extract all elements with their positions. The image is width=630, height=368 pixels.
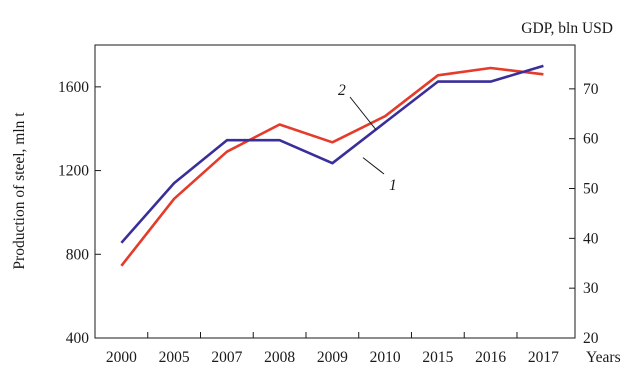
left-tick-label: 800 bbox=[66, 246, 90, 263]
series-1-callout: 1 bbox=[389, 177, 397, 194]
left-tick-label: 1600 bbox=[58, 79, 89, 96]
y2-axis-label: GDP, bln USD bbox=[521, 20, 613, 37]
series-group bbox=[120, 64, 544, 267]
series-1-line bbox=[120, 64, 544, 244]
right-tick-label: 40 bbox=[583, 230, 599, 247]
x-tick-label: 2016 bbox=[475, 349, 506, 366]
right-tick-label: 70 bbox=[583, 81, 599, 98]
x-axis-label: Years bbox=[586, 349, 621, 366]
series-1-leader bbox=[362, 157, 385, 175]
x-tick-label: 2010 bbox=[370, 349, 401, 366]
series-2-line bbox=[120, 66, 544, 267]
series-callouts: 12 bbox=[338, 82, 397, 194]
y-axis-label: Production of steel, mln t bbox=[11, 112, 28, 270]
left-tick-label: 1200 bbox=[58, 163, 89, 180]
x-tick-label: 2005 bbox=[159, 349, 190, 366]
right-tick-label: 60 bbox=[583, 131, 599, 148]
x-tick-label: 2017 bbox=[528, 349, 559, 366]
right-tick-label: 50 bbox=[583, 181, 599, 198]
right-tick-label: 30 bbox=[583, 280, 599, 297]
right-axis: 20 30 40 50 60 70 bbox=[569, 81, 599, 347]
x-tick-label: 2008 bbox=[264, 349, 295, 366]
series-2-callout: 2 bbox=[338, 82, 346, 99]
plot-frame bbox=[94, 44, 576, 339]
x-tick-label: 2015 bbox=[422, 349, 453, 366]
right-tick-label: 20 bbox=[583, 330, 599, 347]
x-axis: 2000 2005 2007 2008 2009 2010 2015 2016 2017 bbox=[106, 332, 559, 366]
series-2-leader bbox=[349, 96, 377, 131]
x-tick-label: 2007 bbox=[211, 349, 242, 366]
x-tick-label: 2009 bbox=[317, 349, 348, 366]
x-tick-label: 2000 bbox=[106, 349, 137, 366]
left-axis: 400 800 1200 1600 bbox=[58, 79, 101, 347]
left-tick-label: 400 bbox=[66, 330, 90, 347]
